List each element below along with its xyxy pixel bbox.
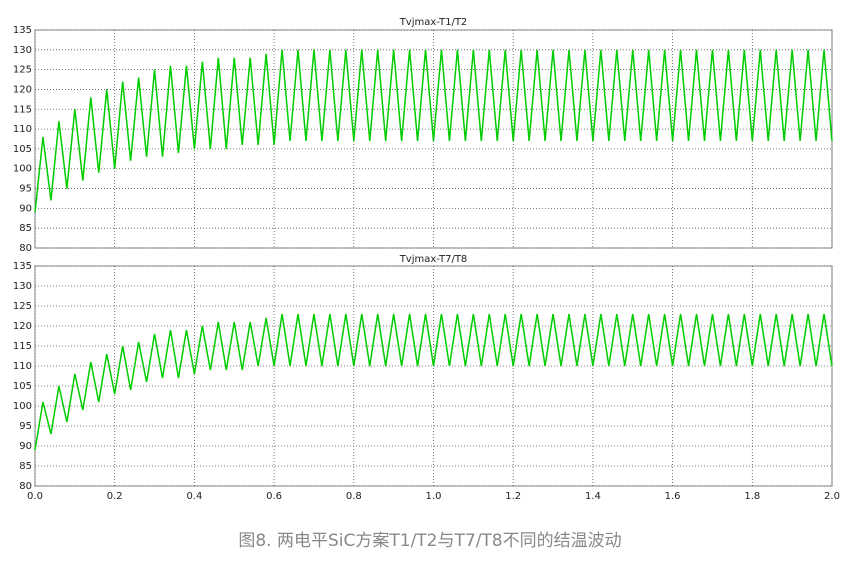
y-tick-label: 115 [13,104,32,115]
y-tick-label: 110 [13,124,32,135]
line [34,313,833,451]
chart-title: Tvjmax-T7/T8 [399,254,468,265]
y-tick-label: 100 [13,401,32,412]
y-tick-label: 125 [13,65,32,76]
y-tick-label: 85 [19,223,32,234]
caption: 图8. 两电平SiC方案T1/T2与T7/T8不同的结温波动 [238,531,621,551]
y-tick-label: 115 [13,341,32,352]
x-tick-label: 0.6 [266,491,282,502]
x-tick-label: 0.2 [107,491,123,502]
y-tick-label: 80 [19,481,32,492]
y-tick-label: 90 [19,441,32,452]
y-tick-label: 100 [13,164,32,175]
x-tick-label: 1.0 [426,491,442,502]
y-tick-label: 130 [13,281,32,292]
y-tick-label: 95 [19,184,32,195]
y-tick-label: 120 [13,84,32,95]
x-tick-label: 0.8 [346,491,362,502]
x-tick-label: 0.4 [186,491,202,502]
y-tick-label: 90 [19,203,32,214]
x-tick-label: 1.4 [585,491,601,502]
y-tick-label: 130 [13,45,32,56]
line [34,49,833,213]
y-tick-label: 80 [19,243,32,254]
x-tick-label: 1.8 [744,491,760,502]
x-tick-label: 1.2 [505,491,521,502]
chart-title: Tvjmax-T1/T2 [399,17,468,28]
x-tick-label: 2.0 [824,491,840,502]
y-tick-label: 120 [13,321,32,332]
y-tick-label: 85 [19,461,32,472]
y-tick-label: 105 [13,381,32,392]
x-tick-label: 0.0 [27,491,43,502]
y-tick-label: 125 [13,301,32,312]
x-tick-label: 1.6 [665,491,681,502]
y-tick-label: 135 [13,25,32,36]
y-tick-label: 105 [13,144,32,155]
y-tick-label: 135 [13,261,32,272]
y-tick-label: 95 [19,421,32,432]
y-tick-label: 110 [13,361,32,372]
